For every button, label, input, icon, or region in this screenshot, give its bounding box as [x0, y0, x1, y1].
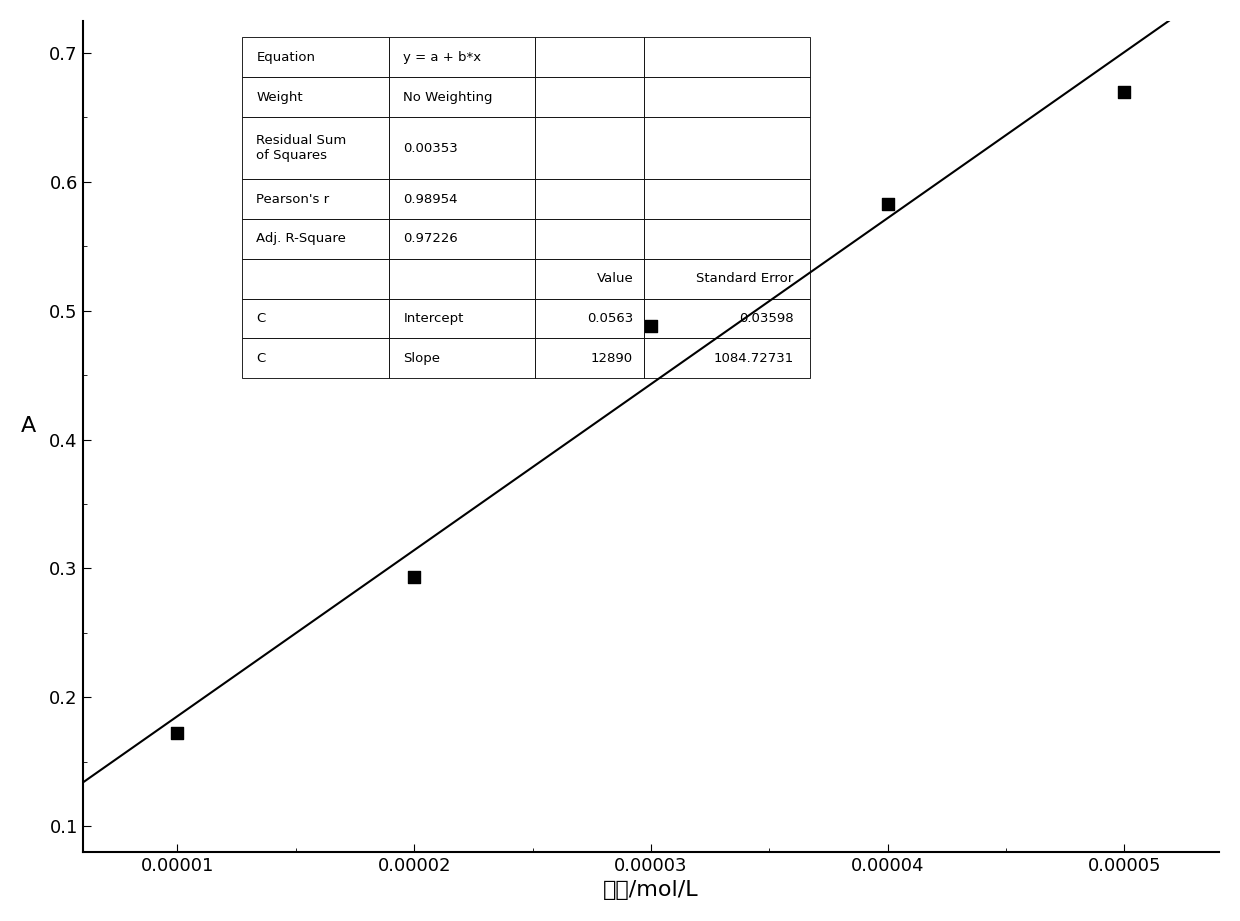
Point — [641, 319, 661, 333]
Point — [167, 726, 187, 740]
Y-axis label: A: A — [21, 416, 36, 437]
Point — [878, 196, 898, 211]
X-axis label: 浓度/mol/L: 浓度/mol/L — [603, 880, 698, 900]
Point — [1115, 85, 1135, 99]
Point — [404, 570, 424, 585]
